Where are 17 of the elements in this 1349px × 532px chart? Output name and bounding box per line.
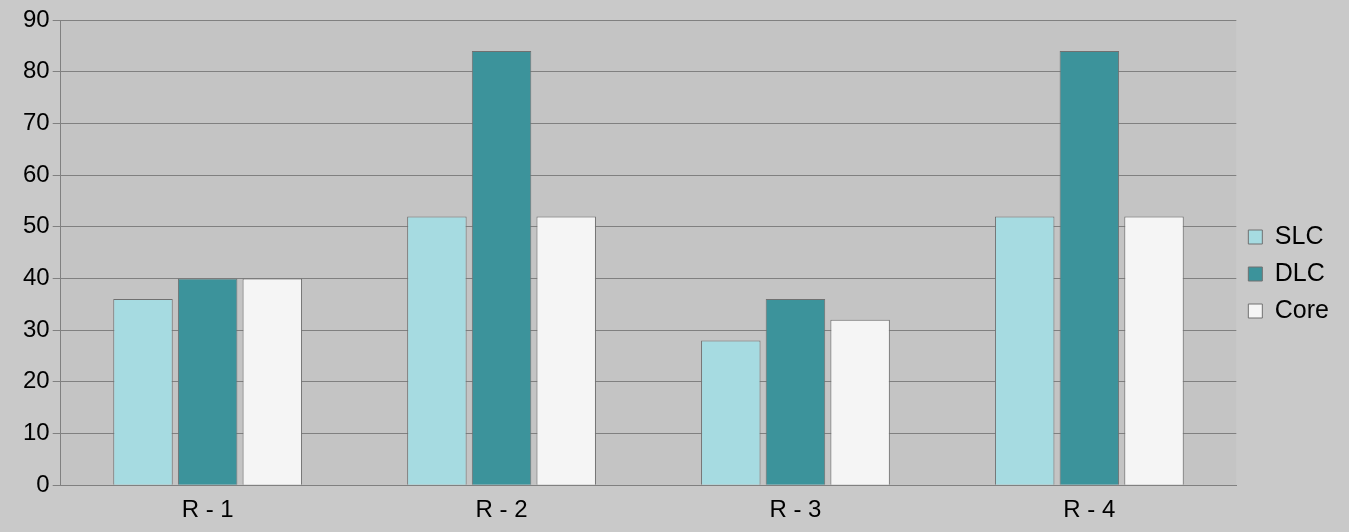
y-tick-label: 60 — [22, 159, 50, 187]
legend-label: Core — [1274, 294, 1329, 323]
x-tick-label: R - 2 — [475, 495, 528, 523]
y-tick-label: 30 — [22, 314, 50, 342]
y-tick-label: 90 — [22, 4, 50, 32]
y-tick-label: 10 — [22, 418, 50, 446]
y-tick-label: 0 — [36, 469, 50, 497]
legend-label: DLC — [1274, 257, 1325, 286]
x-tick-label: R - 1 — [181, 495, 234, 523]
y-tick-label: 50 — [22, 211, 50, 239]
legend-label: SLC — [1274, 220, 1324, 249]
y-tick-label: 40 — [22, 263, 50, 291]
x-tick-label: R - 4 — [1063, 495, 1116, 523]
x-tick-label: R - 3 — [769, 495, 822, 523]
y-tick-label: 80 — [22, 56, 50, 84]
y-tick-label: 20 — [22, 366, 50, 394]
y-tick-label: 70 — [22, 108, 50, 135]
